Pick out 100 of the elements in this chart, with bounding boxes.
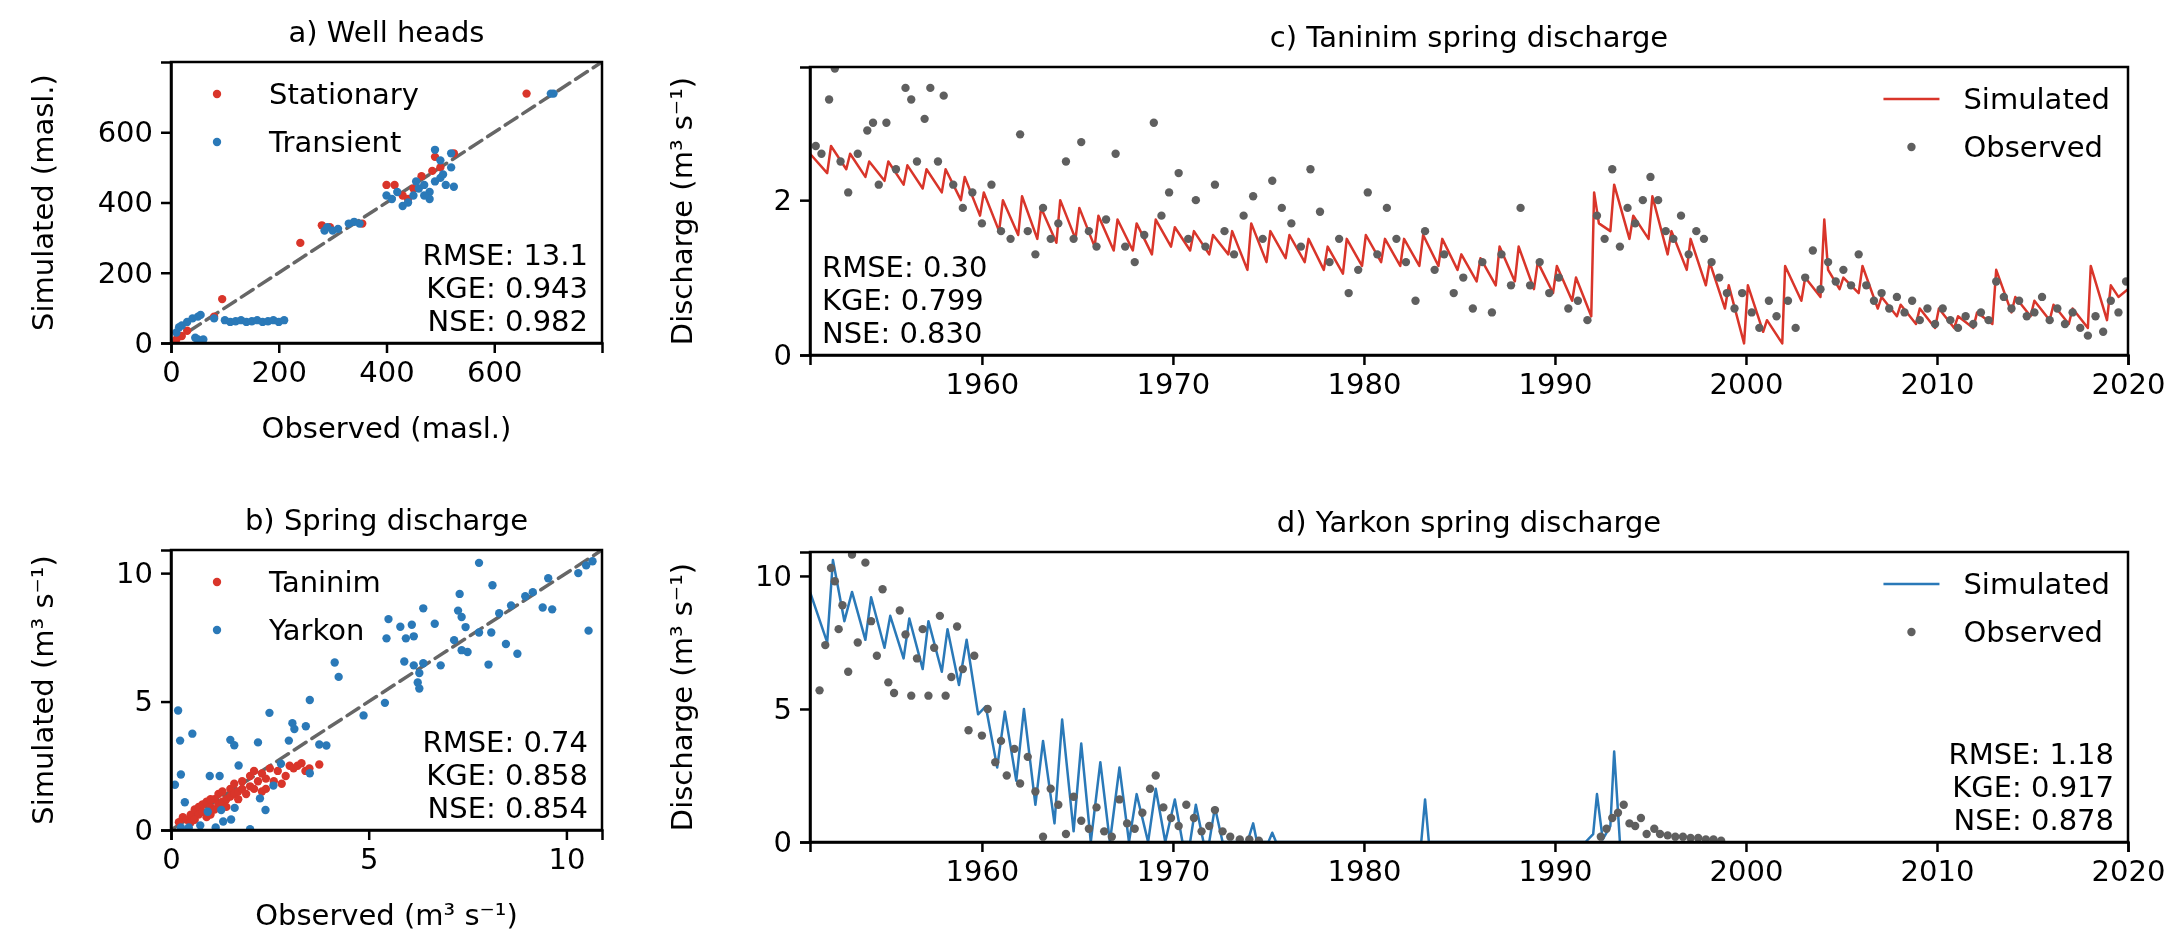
x-tick-label: 5 — [359, 841, 379, 876]
x-tick-label: 2020 — [2091, 366, 2166, 401]
legend-label: Taninim — [268, 565, 381, 599]
point — [315, 760, 324, 769]
x-tick-label: 1970 — [1136, 366, 1211, 401]
point — [382, 180, 391, 190]
point — [436, 156, 445, 165]
y-tick-label: 0 — [134, 325, 153, 360]
annotation: NSE: 0.854 — [427, 791, 588, 825]
legend-label: Transient — [268, 125, 402, 159]
point — [428, 166, 437, 176]
point — [273, 766, 282, 776]
point — [199, 335, 208, 343]
annotation: NSE: 0.878 — [1953, 803, 2114, 837]
point — [420, 180, 429, 190]
x-tick-label: 1970 — [1136, 853, 1211, 888]
point — [237, 777, 247, 786]
y-axis-title: Simulated (masl.) — [26, 74, 60, 331]
point — [281, 771, 290, 781]
y-axis-title: Simulated (m³ s⁻¹) — [26, 555, 60, 825]
x-tick-label: 200 — [251, 354, 307, 389]
point — [230, 779, 239, 788]
annotation: RMSE: 0.74 — [422, 725, 588, 759]
point — [411, 177, 421, 186]
point — [297, 759, 306, 768]
y-axis-title: Discharge (m³ s⁻¹) — [665, 562, 699, 832]
x-tick-label: 2010 — [1900, 366, 1975, 401]
annotation: RMSE: 0.30 — [822, 250, 988, 284]
legend-label: Simulated — [1963, 567, 2110, 601]
point — [393, 187, 402, 197]
point — [253, 777, 263, 786]
y-tick-label: 2 — [773, 182, 792, 217]
x-tick-label: 1960 — [945, 853, 1020, 888]
legend-label: Stationary — [269, 77, 419, 111]
annotation: RMSE: 1.18 — [1948, 737, 2114, 771]
point — [265, 764, 275, 773]
x-tick-label: 2000 — [1709, 366, 1784, 401]
annotation: KGE: 0.799 — [822, 283, 984, 317]
annotation: NSE: 0.982 — [427, 304, 588, 338]
y-tick-label: 5 — [134, 684, 153, 719]
point — [234, 795, 243, 804]
point — [279, 315, 289, 325]
point — [403, 198, 413, 207]
point — [277, 779, 286, 788]
point — [409, 191, 418, 200]
annotation: NSE: 0.830 — [822, 316, 983, 350]
point — [182, 326, 192, 335]
point — [522, 89, 531, 98]
y-tick-label: 10 — [755, 558, 792, 593]
legend-label: Observed — [1963, 615, 2103, 649]
x-axis-title: Observed (m³ s⁻¹) — [255, 898, 518, 932]
x-tick-label: 1960 — [945, 366, 1020, 401]
point — [390, 180, 399, 190]
point — [417, 171, 426, 181]
x-tick-label: 1980 — [1327, 366, 1402, 401]
legend-label: Simulated — [1963, 82, 2110, 116]
x-tick-label: 2000 — [1709, 853, 1784, 888]
point — [438, 170, 448, 179]
point — [420, 191, 429, 200]
x-tick-label: 1990 — [1518, 853, 1593, 888]
legend-label: Observed — [1963, 130, 2103, 164]
annotation: KGE: 0.943 — [426, 271, 588, 305]
point — [446, 163, 456, 172]
chart-title: a) Well heads — [288, 15, 485, 49]
point — [249, 784, 259, 794]
point — [387, 194, 397, 204]
chart-title: d) Yarkon spring discharge — [1276, 505, 1662, 539]
legend-label: Yarkon — [268, 613, 365, 647]
chart-title: c) Taninim spring discharge — [1269, 20, 1669, 54]
y-tick-label: 600 — [97, 115, 153, 150]
x-tick-label: 1980 — [1327, 853, 1402, 888]
point — [430, 145, 440, 154]
y-axis-title: Discharge (m³ s⁻¹) — [665, 76, 699, 346]
x-tick-label: 400 — [359, 354, 415, 389]
x-tick-label: 1990 — [1518, 366, 1593, 401]
y-tick-label: 200 — [97, 255, 153, 290]
point — [218, 787, 227, 796]
annotation: KGE: 0.917 — [1952, 770, 2114, 804]
point — [241, 789, 251, 799]
point — [449, 182, 459, 191]
x-tick-label: 2020 — [2091, 853, 2166, 888]
x-tick-label: 0 — [162, 841, 181, 876]
point — [261, 774, 271, 783]
x-axis-title: Observed (masl.) — [261, 411, 512, 445]
point — [218, 294, 227, 304]
point — [333, 224, 343, 234]
x-tick-label: 2010 — [1900, 853, 1975, 888]
point — [261, 784, 271, 794]
chart-title: b) Spring discharge — [244, 503, 529, 537]
y-tick-label: 5 — [773, 691, 792, 726]
point — [441, 180, 450, 190]
y-tick-label: 400 — [97, 185, 153, 220]
x-tick-label: 10 — [548, 841, 586, 876]
annotation: KGE: 0.858 — [426, 758, 588, 792]
x-tick-label: 600 — [467, 354, 523, 389]
point — [296, 238, 305, 248]
point — [249, 766, 259, 776]
y-tick-label: 0 — [134, 812, 153, 847]
y-tick-label: 10 — [116, 555, 153, 590]
x-tick-label: 0 — [162, 354, 181, 389]
